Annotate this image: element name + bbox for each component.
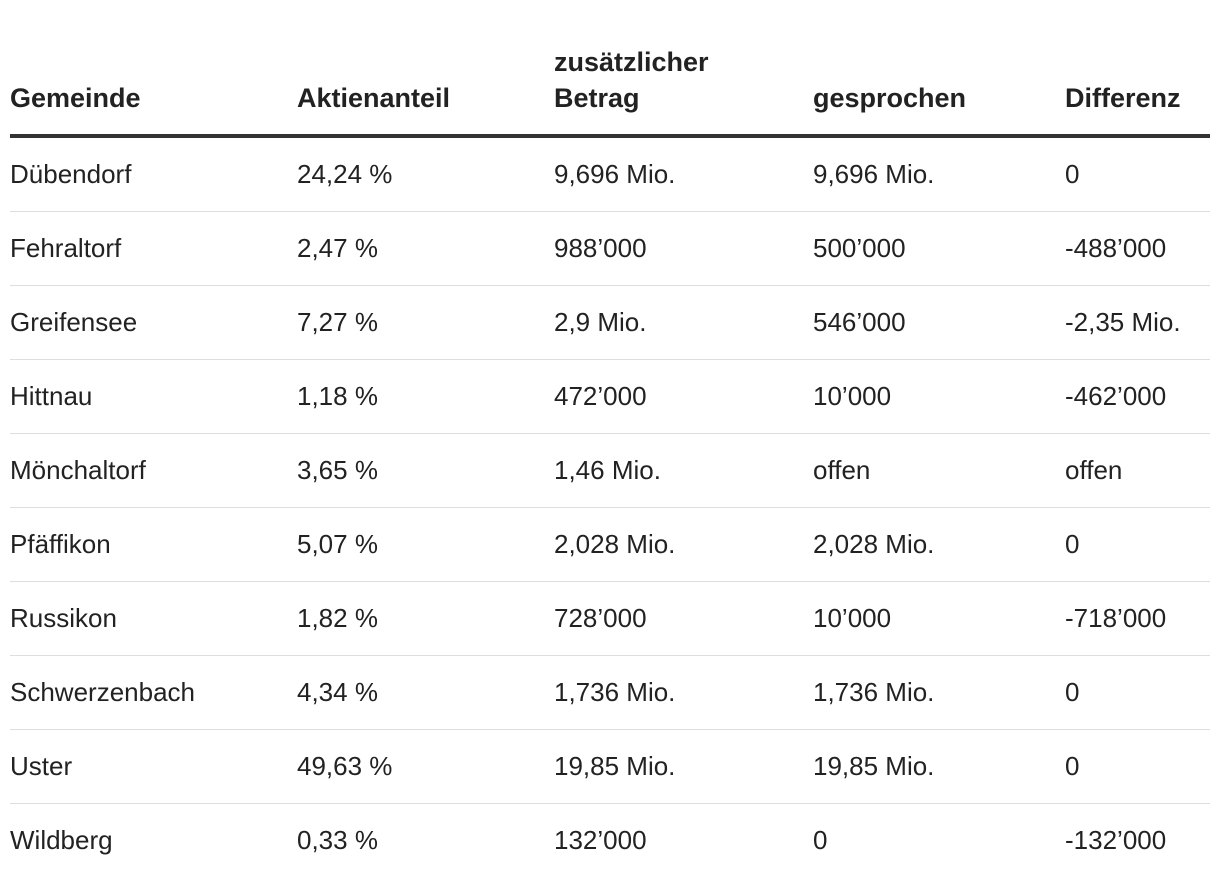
cell-gemeinde: Russikon [10, 581, 297, 656]
cell-differenz: -718’000 [1065, 581, 1210, 656]
cell-gemeinde: Wildberg [10, 825, 113, 855]
cell-aktienanteil: 1,82 % [297, 581, 554, 656]
table-row: Wildberg 0,33 % 132’000 0 -132’000 [10, 804, 1210, 878]
cell-gesprochen: 10’000 [813, 581, 1065, 656]
table-row: Schwerzenbach 4,34 % 1,736 Mio. 1,736 Mi… [10, 655, 1210, 730]
header-gemeinde: Gemeinde [10, 0, 297, 138]
table-row: Mönchaltorf 3,65 % 1,46 Mio. offen offen [10, 433, 1210, 508]
cell-aktienanteil: 3,65 % [297, 433, 554, 508]
cell-differenz: -2,35 Mio. [1065, 285, 1210, 360]
header-row: Gemeinde Aktienanteil zusätzlicher Betra… [10, 0, 1210, 138]
cell-aktienanteil: 49,63 % [297, 729, 554, 804]
header-zusaetzlicher-betrag-line1: zusätzlicher [554, 47, 709, 77]
table-row: Russikon 1,82 % 728’000 10’000 -718’000 [10, 581, 1210, 656]
cell-aktienanteil: 24,24 % [297, 136, 554, 212]
header-zusaetzlicher-betrag-line2: Betrag [554, 83, 640, 113]
cell-zusaetzlicher-betrag: 132’000 [554, 825, 647, 855]
cell-zusaetzlicher-betrag: 2,028 Mio. [554, 507, 813, 582]
cell-aktienanteil: 0,33 % [297, 825, 378, 855]
header-gemeinde-line2: Gemeinde [10, 83, 141, 113]
cell-gemeinde: Uster [10, 729, 297, 804]
cell-differenz: 0 [1065, 729, 1210, 804]
cell-gesprochen: 19,85 Mio. [813, 729, 1065, 804]
cell-differenz: offen [1065, 433, 1210, 508]
table-row: Uster 49,63 % 19,85 Mio. 19,85 Mio. 0 [10, 729, 1210, 804]
cell-aktienanteil: 1,18 % [297, 359, 554, 434]
cell-zusaetzlicher-betrag: 9,696 Mio. [554, 136, 813, 212]
cell-zusaetzlicher-betrag: 472’000 [554, 359, 813, 434]
cell-differenz: 0 [1065, 136, 1210, 212]
header-aktienanteil-line2: Aktienanteil [297, 83, 451, 113]
cell-gemeinde: Dübendorf [10, 136, 297, 212]
header-differenz: Differenz [1065, 0, 1210, 138]
cell-zusaetzlicher-betrag: 1,736 Mio. [554, 655, 813, 730]
cell-aktienanteil: 5,07 % [297, 507, 554, 582]
table-body: Dübendorf 24,24 % 9,696 Mio. 9,696 Mio. … [10, 136, 1210, 877]
cell-gemeinde: Schwerzenbach [10, 655, 297, 730]
gemeinde-table: Gemeinde Aktienanteil zusätzlicher Betra… [10, 0, 1210, 877]
cell-gesprochen: 0 [813, 825, 828, 855]
table-row: Greifensee 7,27 % 2,9 Mio. 546’000 -2,35… [10, 285, 1210, 360]
cell-gesprochen: 500’000 [813, 211, 1065, 286]
header-gesprochen-line2: gesprochen [813, 83, 967, 113]
table-header: Gemeinde Aktienanteil zusätzlicher Betra… [10, 0, 1210, 138]
table-row: Pfäffikon 5,07 % 2,028 Mio. 2,028 Mio. 0 [10, 507, 1210, 582]
header-zusaetzlicher-betrag: zusätzlicher Betrag [554, 0, 813, 138]
header-aktienanteil: Aktienanteil [297, 0, 554, 138]
cell-gesprochen: 9,696 Mio. [813, 136, 1065, 212]
table-row: Dübendorf 24,24 % 9,696 Mio. 9,696 Mio. … [10, 136, 1210, 212]
header-differenz-line2: Differenz [1065, 83, 1181, 113]
cell-gesprochen: 1,736 Mio. [813, 655, 1065, 730]
cell-zusaetzlicher-betrag: 988’000 [554, 211, 813, 286]
cell-zusaetzlicher-betrag: 1,46 Mio. [554, 433, 813, 508]
cell-differenz: -462’000 [1065, 359, 1210, 434]
cell-gemeinde: Greifensee [10, 285, 297, 360]
header-gesprochen: gesprochen [813, 0, 1065, 138]
table-row: Fehraltorf 2,47 % 988’000 500’000 -488’0… [10, 211, 1210, 286]
cell-zusaetzlicher-betrag: 2,9 Mio. [554, 285, 813, 360]
cell-gesprochen: 10’000 [813, 359, 1065, 434]
table-row: Hittnau 1,18 % 472’000 10’000 -462’000 [10, 359, 1210, 434]
cell-differenz: -132’000 [1065, 825, 1167, 855]
cell-differenz: -488’000 [1065, 211, 1210, 286]
cell-gemeinde: Hittnau [10, 359, 297, 434]
cell-aktienanteil: 4,34 % [297, 655, 554, 730]
cell-gemeinde: Mönchaltorf [10, 433, 297, 508]
cell-aktienanteil: 2,47 % [297, 211, 554, 286]
cell-gemeinde: Fehraltorf [10, 211, 297, 286]
cell-zusaetzlicher-betrag: 19,85 Mio. [554, 729, 813, 804]
cell-differenz: 0 [1065, 507, 1210, 582]
cell-differenz: 0 [1065, 655, 1210, 730]
cell-aktienanteil: 7,27 % [297, 285, 554, 360]
cell-gemeinde: Pfäffikon [10, 507, 297, 582]
cell-gesprochen: 546’000 [813, 285, 1065, 360]
cell-gesprochen: offen [813, 433, 1065, 508]
cell-gesprochen: 2,028 Mio. [813, 507, 1065, 582]
data-table-container: Gemeinde Aktienanteil zusätzlicher Betra… [10, 0, 1210, 877]
cell-zusaetzlicher-betrag: 728’000 [554, 581, 813, 656]
